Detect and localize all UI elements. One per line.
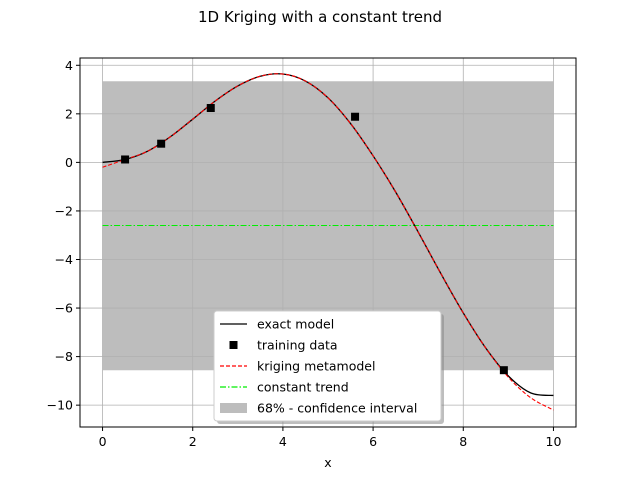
legend-label-training-data: training data	[257, 338, 338, 353]
confidence-band	[102, 81, 554, 371]
axes: 0 2 4 6 8 10 −10 −8 −6 −4 −2 0 2 4	[47, 57, 577, 449]
x-tick-label: 4	[279, 434, 287, 449]
training-data-point	[157, 139, 166, 148]
training-data-point	[351, 112, 360, 121]
y-tick-label: −10	[47, 398, 73, 413]
legend-label-68-confidence-interval: 68% - confidence interval	[257, 401, 417, 416]
legend-label-exact-model: exact model	[257, 317, 334, 332]
legend-box	[213, 310, 442, 422]
y-tick-label: −4	[55, 252, 73, 267]
y-tick-label: 2	[65, 106, 73, 121]
x-tick-label: 8	[459, 434, 467, 449]
training-data-point	[499, 366, 508, 375]
legend-label-constant-trend: constant trend	[257, 380, 349, 395]
y-tick-label: −2	[55, 203, 73, 218]
axes-frame	[79, 57, 577, 428]
series-line-kriging-metamodel	[102, 73, 554, 411]
training-data-point	[206, 104, 215, 113]
x-tick-label: 10	[546, 434, 562, 449]
y-tick-label: −8	[55, 349, 73, 364]
x-tick-label: 2	[189, 434, 197, 449]
chart-title: 1D Kriging with a constant trend	[198, 8, 442, 26]
legend: exact model training data kriging metamode…	[213, 310, 444, 424]
y-tick-label: 4	[65, 58, 73, 73]
y-tick-label: −6	[55, 301, 73, 316]
y-tick-label: 0	[65, 155, 73, 170]
training-data-point	[121, 155, 130, 164]
legend-label-kriging-metamodel: kriging metamodel	[257, 359, 375, 374]
x-axis-label: x	[324, 455, 331, 470]
legend-handle-training-data	[229, 341, 238, 349]
x-tick-label: 0	[99, 434, 107, 449]
x-tick-label: 6	[369, 434, 377, 449]
legend-handle-68-confidence-interval	[220, 403, 247, 413]
